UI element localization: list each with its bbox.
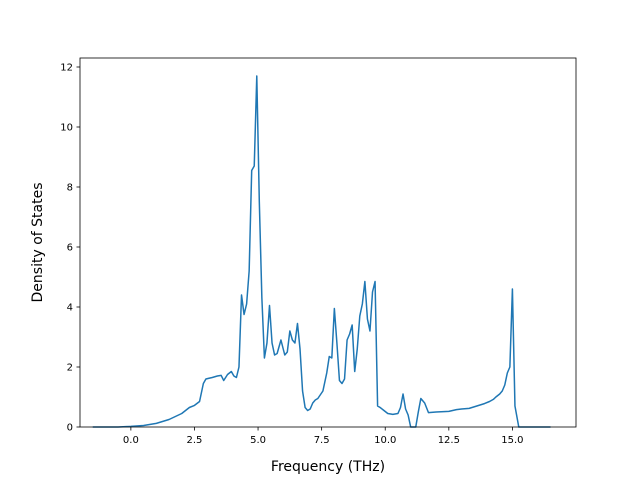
x-tick-label: 7.5	[314, 435, 330, 446]
y-tick-label: 2	[67, 363, 73, 374]
y-tick-label: 12	[60, 63, 73, 74]
dos-series-line	[92, 75, 551, 428]
y-tick-label: 4	[67, 303, 73, 314]
x-tick-label: 15.0	[501, 435, 523, 446]
y-tick-label: 0	[67, 423, 73, 434]
y-axis: 0 2 4 6 8 10 12	[60, 63, 80, 434]
y-tick-label: 6	[67, 243, 73, 254]
y-axis-label: Density of States	[30, 183, 46, 303]
axes-frame	[79, 57, 577, 428]
plot-area	[79, 57, 577, 428]
x-tick-label: 10.0	[374, 435, 396, 446]
x-tick-label: 12.5	[438, 435, 460, 446]
x-axis-label: Frequency (THz)	[271, 459, 385, 475]
x-tick-label: 0.0	[123, 435, 139, 446]
x-tick-label: 2.5	[187, 435, 203, 446]
y-tick-label: 8	[67, 183, 73, 194]
y-tick-label: 10	[60, 123, 73, 134]
x-tick-label: 5.0	[250, 435, 266, 446]
x-axis: 0.0 2.5 5.0 7.5 10.0 12.5 15.0	[123, 427, 524, 446]
